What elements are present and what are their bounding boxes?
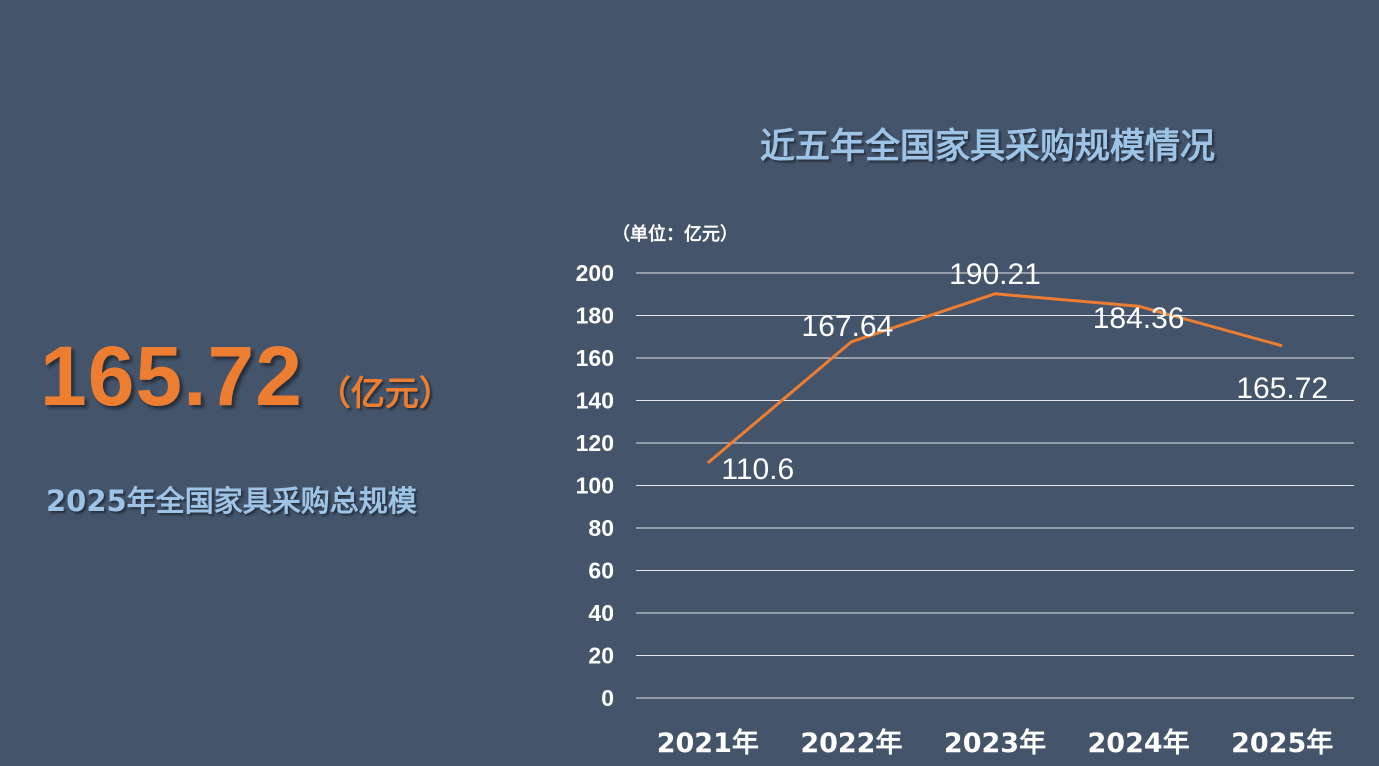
data-label: 110.6 bbox=[721, 453, 794, 486]
y-tick-label: 20 bbox=[588, 643, 614, 669]
x-category-label: 2023年 bbox=[944, 727, 1046, 759]
x-category-label: 2021年 bbox=[657, 727, 759, 759]
y-tick-label: 40 bbox=[588, 600, 614, 626]
series-line bbox=[706, 292, 1283, 465]
x-axis-categories: 2021年 2022年 2023年 2024年 2025年 bbox=[657, 727, 1334, 759]
y-tick-label: 140 bbox=[576, 388, 614, 414]
y-tick-label: 120 bbox=[576, 430, 614, 456]
gridlines bbox=[636, 272, 1354, 699]
headline-caption: 2025年全国家具采购总规模 bbox=[46, 484, 417, 518]
chart-unit-note: （单位：亿元） bbox=[612, 224, 738, 245]
data-label: 165.72 bbox=[1236, 372, 1328, 405]
data-label: 184.36 bbox=[1093, 302, 1185, 335]
y-tick-label: 80 bbox=[588, 515, 614, 541]
x-category-label: 2022年 bbox=[800, 727, 902, 759]
y-tick-label: 0 bbox=[601, 685, 614, 711]
series-layer bbox=[706, 292, 1283, 465]
data-label: 167.64 bbox=[802, 310, 894, 343]
y-axis-ticks: 0 20 40 60 80 100 120 140 160 180 200 bbox=[576, 260, 614, 711]
y-tick-label: 60 bbox=[588, 558, 614, 584]
data-labels: 110.6 167.64 190.21 184.36 165.72 bbox=[721, 258, 1328, 486]
headline-figure: 165.72 （亿元） bbox=[40, 328, 453, 423]
y-tick-label: 100 bbox=[576, 473, 614, 499]
headline-value: 165.72 bbox=[40, 329, 303, 423]
y-tick-label: 180 bbox=[576, 303, 614, 329]
data-label: 190.21 bbox=[949, 258, 1041, 291]
y-tick-label: 200 bbox=[576, 260, 614, 286]
x-category-label: 2025年 bbox=[1231, 727, 1333, 759]
headline-unit: （亿元） bbox=[316, 374, 453, 414]
x-category-label: 2024年 bbox=[1088, 727, 1190, 759]
y-tick-label: 160 bbox=[576, 345, 614, 371]
chart-title: 近五年全国家具采购规模情况 bbox=[760, 127, 1216, 167]
